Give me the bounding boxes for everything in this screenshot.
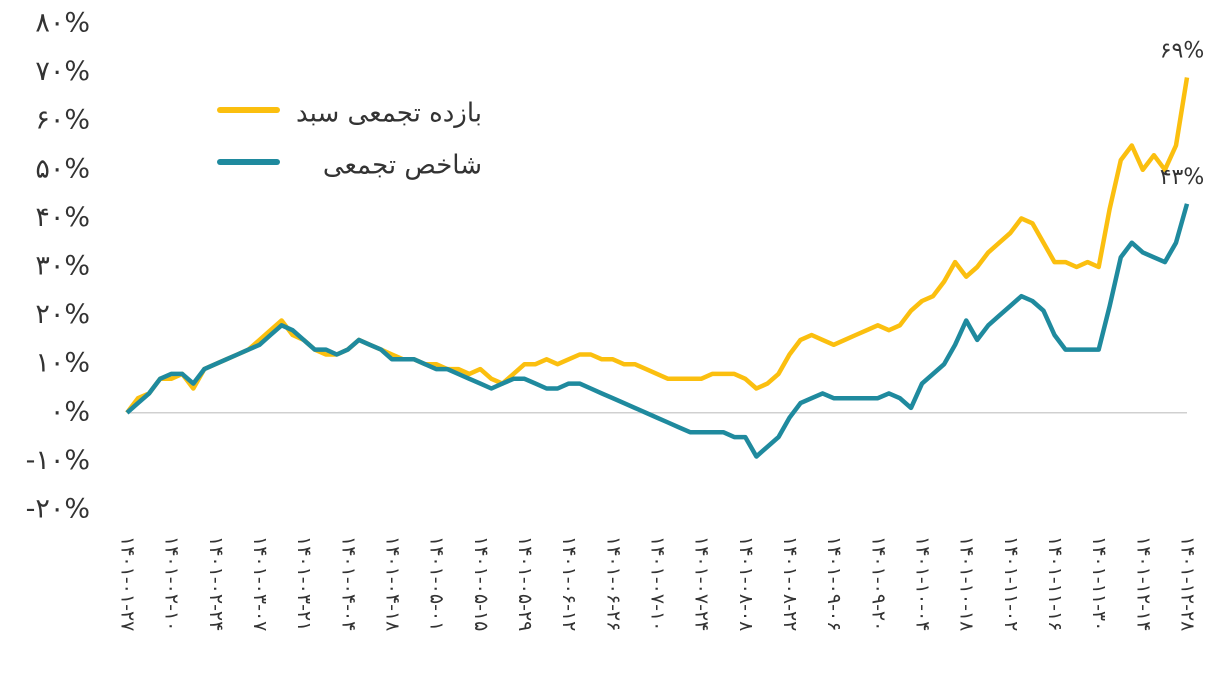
y-tick-label: ۴۰%	[35, 202, 90, 233]
y-tick-label: ۸۰%	[35, 8, 90, 39]
y-tick-label: -۲۰%	[26, 494, 90, 525]
series-line	[125, 77, 1190, 415]
x-tick-label: ۱۴۰۱-۰۶-۲۶	[602, 536, 624, 631]
x-tick-label: ۱۴۰۱-۰۵-۱۵	[470, 536, 492, 631]
x-tick-label: ۱۴۰۱-۰۳-۰۷	[249, 536, 271, 631]
y-tick-label: ۷۰%	[35, 56, 90, 87]
y-tick-label: ۵۰%	[35, 153, 90, 184]
x-tick-label: ۱۴۰۱-۰۴-۱۸	[382, 536, 404, 631]
x-tick-label: ۱۴۰۱-۰۸-۰۸	[735, 536, 757, 631]
x-tick-label: ۱۴۰۱-۰۷-۲۴	[691, 536, 713, 631]
x-tick-label: ۱۴۰۱-۰۵-۰۱	[426, 536, 448, 631]
end-label: ۶۹%	[1160, 38, 1205, 63]
y-tick-label: ۶۰%	[35, 105, 90, 136]
y-tick-label: ۳۰%	[35, 251, 90, 282]
legend-label: بازده تجمعی سبد	[296, 99, 482, 129]
legend-label: شاخص تجمعی	[323, 151, 482, 181]
x-tick-label: ۱۴۰۱-۱۲-۱۴	[1132, 536, 1154, 631]
x-tick-label: ۱۴۰۱-۱۱-۰۲	[1000, 536, 1022, 631]
x-tick-label: ۱۴۰۱-۱۱-۳۰	[1088, 536, 1110, 631]
y-tick-label: ۲۰%	[35, 299, 90, 330]
x-tick-label: ۱۴۰۱-۰۹-۰۶	[823, 536, 845, 631]
x-tick-label: ۱۴۰۱-۰۳-۲۱	[293, 536, 315, 631]
series-line	[125, 203, 1190, 459]
x-tick-label: ۱۴۰۱-۰۴-۰۴	[337, 536, 359, 631]
y-tick-label: ۰%	[50, 396, 90, 427]
x-tick-label: ۱۴۰۱-۰۵-۲۹	[514, 536, 536, 631]
x-tick-label: ۱۴۰۱-۰۱-۲۷	[117, 536, 139, 631]
x-tick-label: ۱۴۰۱-۰۷-۱۰	[647, 536, 669, 631]
x-tick-label: ۱۴۰۱-۰۶-۱۲	[558, 536, 580, 631]
x-tick-label: ۱۴۰۱-۰۲-۲۴	[205, 536, 227, 631]
x-tick-label: ۱۴۰۱-۱۲-۲۸	[1177, 536, 1199, 631]
y-tick-label: -۱۰%	[26, 445, 90, 476]
x-tick-label: ۱۴۰۱-۰۹-۲۰	[867, 536, 889, 631]
x-tick-label: ۱۴۰۱-۰۸-۲۲	[779, 536, 801, 631]
end-label: ۴۳%	[1160, 165, 1205, 190]
x-tick-label: ۱۴۰۱-۱۰-۱۸	[956, 536, 978, 631]
x-tick-label: ۱۴۰۱-۰۲-۱۰	[161, 536, 183, 631]
x-tick-label: ۱۴۰۱-۱۱-۱۶	[1044, 536, 1066, 631]
y-tick-label: ۱۰%	[35, 348, 90, 379]
x-tick-label: ۱۴۰۱-۱۰-۰۴	[912, 536, 934, 631]
